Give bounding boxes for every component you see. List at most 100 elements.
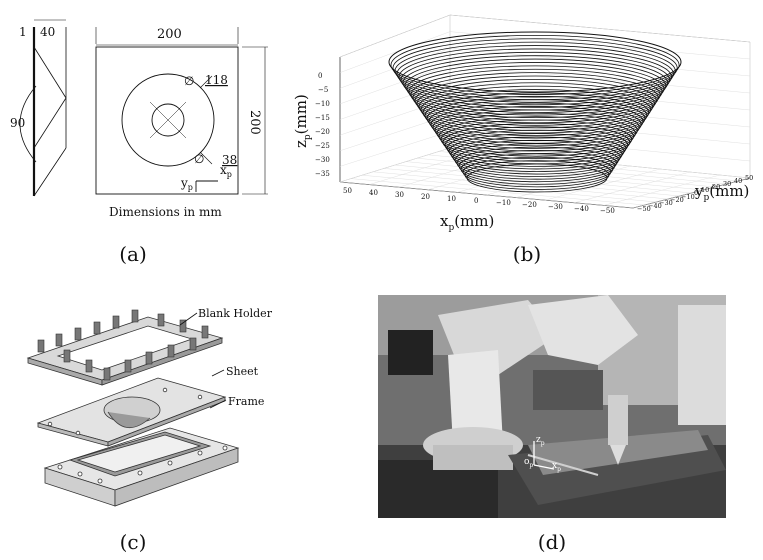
grid-line <box>339 48 451 89</box>
panel-b-plot: 0 −5 −10 −15 −20 −25 −30 −35 50 40 30 20… <box>288 0 763 235</box>
frame-part <box>43 427 240 507</box>
grid-line <box>449 64 751 94</box>
dim-thickness: 1 <box>19 25 27 39</box>
x-tick: −10 <box>496 199 511 207</box>
cone-ring <box>462 156 612 188</box>
x-tick: −30 <box>548 203 563 211</box>
grid-line <box>449 147 751 179</box>
caption-d: (d) <box>537 530 567 554</box>
cone-ring <box>394 41 676 101</box>
cone-ring <box>440 119 633 160</box>
label-sheet: Sheet <box>226 365 259 378</box>
grid-line <box>632 177 751 209</box>
grid-line <box>339 31 451 73</box>
dim-width: 200 <box>157 27 182 42</box>
coord-axes <box>533 441 555 470</box>
grid-line <box>339 14 451 58</box>
cone-ring <box>404 58 667 113</box>
cone-ring <box>422 89 650 136</box>
z-tick: −35 <box>315 170 330 178</box>
cone-ring <box>432 106 640 149</box>
cone-ring <box>450 136 623 172</box>
cone-ring <box>458 150 615 183</box>
axis-y: yp <box>180 176 193 192</box>
panel-c-assembly: Blank Holder Sheet Frame <box>0 290 300 520</box>
z-tick: −20 <box>315 128 330 136</box>
cone-ring <box>390 34 680 95</box>
dim-height: 200 <box>247 110 262 135</box>
cone-ring <box>434 109 638 152</box>
cone-ring <box>408 65 663 119</box>
x-tick: 40 <box>369 189 378 197</box>
bolts <box>37 309 209 381</box>
sheet-part <box>36 377 227 447</box>
blank-holder-part <box>26 316 224 386</box>
grid-line <box>545 168 661 201</box>
x-tick: −20 <box>522 201 537 209</box>
z-axis-label: zp(mm) <box>292 94 313 148</box>
grid-line <box>339 131 451 167</box>
cone-ring <box>400 51 671 108</box>
x-ticks: 50 40 30 20 10 0 −10 −20 −30 −40 −50 <box>343 187 615 215</box>
y-tick: −20 <box>670 196 684 204</box>
cone-ring <box>452 139 621 175</box>
label-frame: Frame <box>228 395 264 408</box>
panel-a-drawing: 1 40 90 200 200 ∅ ∅ 118 38 xp yp Dimensi… <box>0 0 290 230</box>
y-tick: 30 <box>723 180 731 188</box>
dim-angle: 90 <box>10 116 25 130</box>
cone-ring <box>406 62 665 116</box>
cone-ring <box>426 95 646 142</box>
y-tick: −40 <box>648 202 662 210</box>
robot-cell-photo: zp xp op <box>378 295 726 518</box>
z-tick: −30 <box>315 156 330 164</box>
cone-ring <box>396 45 674 103</box>
z-tick: −25 <box>315 142 330 150</box>
cone-ring <box>388 31 682 93</box>
x-tick: 50 <box>343 187 352 195</box>
cone-ring <box>416 78 655 129</box>
y-tick: 20 <box>712 183 720 191</box>
grid-line <box>339 114 451 151</box>
cone-ring <box>454 143 619 178</box>
z-tick: −15 <box>315 114 330 122</box>
dim-diameter: 118 <box>205 73 228 87</box>
x-tick: −40 <box>574 205 589 213</box>
cone-ring <box>448 133 625 170</box>
cone-ring <box>466 163 608 193</box>
y-tick: −50 <box>637 205 651 213</box>
cone-ring <box>438 116 634 157</box>
cone-rings <box>388 31 682 193</box>
grid-line <box>339 64 451 105</box>
panel-a-svg: 1 40 90 200 200 ∅ ∅ 118 38 xp yp Dimensi… <box>10 19 268 219</box>
coord-frame-overlay: zp xp op <box>524 435 566 475</box>
cone-ring <box>464 160 610 190</box>
x-axis-label: xp(mm) <box>440 212 494 233</box>
side-view <box>19 19 67 197</box>
x-tick: 0 <box>474 197 478 205</box>
cone-ring <box>446 129 627 167</box>
top-view <box>95 27 268 195</box>
dim-depth: 40 <box>40 25 55 39</box>
cone-toolpath-plot: 0 −5 −10 −15 −20 −25 −30 −35 50 40 30 20… <box>292 14 753 233</box>
caption-a: (a) <box>119 242 147 266</box>
z-ticks: 0 −5 −10 −15 −20 −25 −30 −35 <box>315 72 330 178</box>
cone-ring <box>442 122 631 162</box>
y-tick: 10 <box>701 186 709 194</box>
x-tick: 10 <box>447 195 456 203</box>
y-tick: 50 <box>745 174 753 182</box>
cone-ring <box>420 85 652 134</box>
grid-line <box>449 14 751 43</box>
cone-ring <box>412 72 659 124</box>
x-tick: 30 <box>395 191 404 199</box>
photo-x-label: xp <box>552 461 561 473</box>
cone-ring <box>460 153 614 185</box>
z-tick: 0 <box>318 72 322 80</box>
photo-o-label: op <box>524 457 534 469</box>
caption-b: (b) <box>512 242 542 266</box>
y-tick: 40 <box>734 177 742 185</box>
x-tick: 20 <box>421 193 430 201</box>
grid-line <box>449 97 751 128</box>
grid-line <box>574 171 691 203</box>
photo-z-label: zp <box>536 435 545 447</box>
phi-symbol-1: ∅ <box>184 74 194 88</box>
